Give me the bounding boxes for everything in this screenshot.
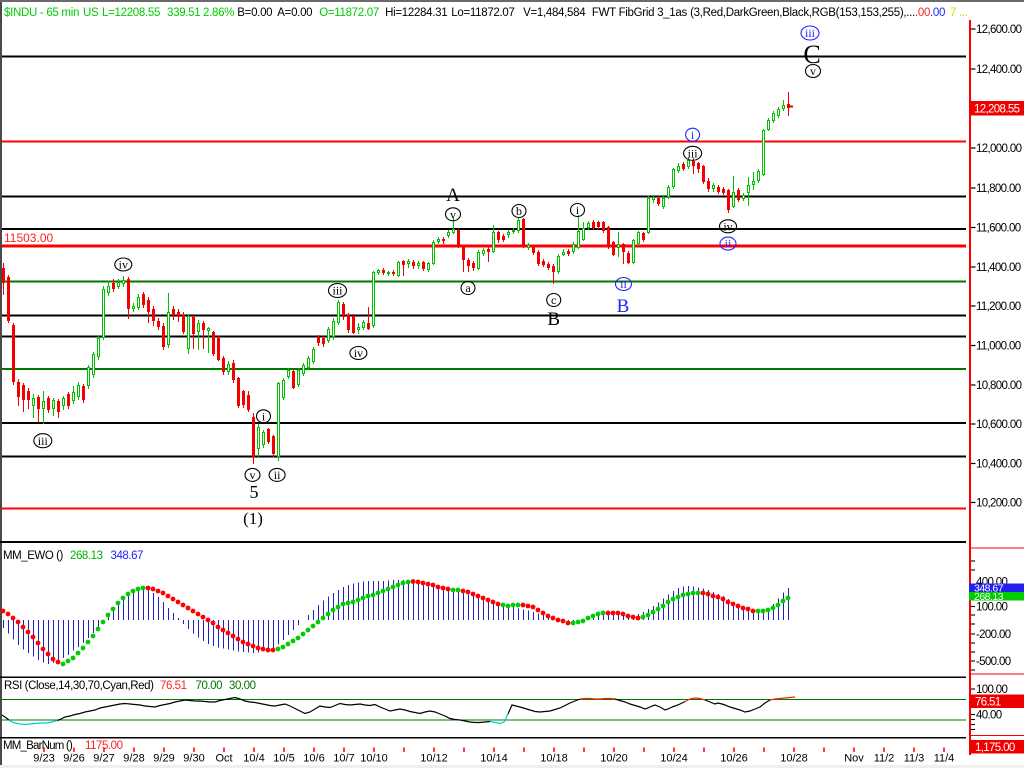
svg-text:40.00: 40.00 xyxy=(976,710,1002,722)
svg-text:11,000.00: 11,000.00 xyxy=(976,341,1021,353)
svg-text:$INDU - 65 min: $INDU - 65 min xyxy=(4,7,79,19)
svg-text:V=1,484,584: V=1,484,584 xyxy=(523,7,586,19)
svg-text:339.51: 339.51 xyxy=(167,7,200,19)
svg-text:.00: .00 xyxy=(930,7,945,19)
svg-text:Lo=11872.07: Lo=11872.07 xyxy=(451,7,514,19)
svg-text:Hi=12284.31: Hi=12284.31 xyxy=(385,7,447,19)
svg-text:C: C xyxy=(803,40,820,69)
svg-text:1,175.00: 1,175.00 xyxy=(975,742,1015,754)
svg-text:a: a xyxy=(465,281,471,295)
svg-text:.00: .00 xyxy=(915,7,930,19)
svg-text:268.13: 268.13 xyxy=(70,550,103,562)
svg-text:iii: iii xyxy=(38,434,49,448)
svg-text:10/5: 10/5 xyxy=(273,753,294,765)
svg-text:10/26: 10/26 xyxy=(720,753,748,765)
svg-text:9/29: 9/29 xyxy=(153,753,174,765)
svg-text:10/28: 10/28 xyxy=(780,753,808,765)
svg-text:11503.00: 11503.00 xyxy=(4,231,53,245)
svg-text:100.00: 100.00 xyxy=(976,602,1008,614)
svg-text:(1): (1) xyxy=(243,509,263,528)
svg-text:11/3: 11/3 xyxy=(904,753,925,765)
svg-text:v: v xyxy=(450,207,456,221)
svg-text:30.00: 30.00 xyxy=(229,680,256,692)
svg-text:100.00: 100.00 xyxy=(976,684,1008,696)
svg-text:10/7: 10/7 xyxy=(333,753,354,765)
svg-text:10/12: 10/12 xyxy=(420,753,448,765)
svg-text:O=11872.07: O=11872.07 xyxy=(319,7,379,19)
svg-text:76.51: 76.51 xyxy=(975,697,1001,709)
svg-text:MM_EWO (): MM_EWO () xyxy=(3,550,63,562)
svg-text:12,208.55: 12,208.55 xyxy=(974,104,1020,116)
svg-text:10/4: 10/4 xyxy=(243,753,264,765)
svg-text:9/28: 9/28 xyxy=(123,753,144,765)
svg-text:c: c xyxy=(551,293,556,307)
svg-text:10/24: 10/24 xyxy=(660,753,688,765)
svg-text:L=12208.55: L=12208.55 xyxy=(102,7,160,19)
svg-text:10,400.00: 10,400.00 xyxy=(976,459,1022,471)
svg-text:i: i xyxy=(691,128,695,142)
svg-text:11,600.00: 11,600.00 xyxy=(976,223,1021,235)
svg-text:9/26: 9/26 xyxy=(63,753,84,765)
svg-text:b: b xyxy=(516,204,522,218)
svg-text:ii: ii xyxy=(620,277,627,291)
svg-text:11,800.00: 11,800.00 xyxy=(976,183,1021,195)
svg-text:5: 5 xyxy=(250,482,259,502)
svg-text:iv: iv xyxy=(354,346,363,360)
svg-text:iii: iii xyxy=(332,284,343,298)
svg-text:Oct: Oct xyxy=(215,753,232,765)
svg-text:v: v xyxy=(250,468,256,482)
svg-text:9/30: 9/30 xyxy=(183,753,204,765)
svg-text:7 ...: 7 ... xyxy=(950,7,968,19)
svg-text:348.67: 348.67 xyxy=(974,583,1004,595)
svg-text:11,200.00: 11,200.00 xyxy=(976,301,1021,313)
svg-text:12,000.00: 12,000.00 xyxy=(976,143,1022,155)
svg-text:MM_BarNum (): MM_BarNum () xyxy=(3,740,73,752)
svg-text:v: v xyxy=(810,64,816,78)
svg-text:B=0.00: B=0.00 xyxy=(237,7,272,19)
svg-text:A=0.00: A=0.00 xyxy=(277,7,312,19)
svg-text:B: B xyxy=(617,296,630,317)
svg-text:10/6: 10/6 xyxy=(303,753,324,765)
svg-text:i: i xyxy=(262,409,266,423)
svg-text:10/20: 10/20 xyxy=(600,753,628,765)
svg-text:1175.00: 1175.00 xyxy=(85,740,123,752)
svg-text:-500.00: -500.00 xyxy=(976,656,1011,668)
svg-text:10,800.00: 10,800.00 xyxy=(976,380,1022,392)
svg-text:RSI (Close,14,30,70,Cyan,Red): RSI (Close,14,30,70,Cyan,Red) xyxy=(4,680,154,692)
svg-text:12,600.00: 12,600.00 xyxy=(976,24,1022,36)
svg-text:10/10: 10/10 xyxy=(360,753,388,765)
svg-text:Nov: Nov xyxy=(844,753,864,765)
svg-text:(3,Red,DarkGreen,Black,RGB(153: (3,Red,DarkGreen,Black,RGB(153,153,255),… xyxy=(690,7,915,19)
svg-text:10,200.00: 10,200.00 xyxy=(976,498,1022,510)
svg-text:2.86%: 2.86% xyxy=(203,7,234,19)
svg-text:iii: iii xyxy=(805,26,816,40)
svg-text:70.00: 70.00 xyxy=(196,680,223,692)
svg-text:iv: iv xyxy=(723,219,732,233)
svg-text:-200.00: -200.00 xyxy=(976,629,1011,641)
svg-text:10,600.00: 10,600.00 xyxy=(976,419,1022,431)
svg-text:11/2: 11/2 xyxy=(874,753,895,765)
svg-text:268.13: 268.13 xyxy=(974,591,1004,603)
svg-text:10/18: 10/18 xyxy=(540,753,568,765)
svg-text:ii: ii xyxy=(725,237,732,251)
svg-text:A: A xyxy=(446,185,460,206)
svg-text:11/4: 11/4 xyxy=(934,753,955,765)
svg-text:12,400.00: 12,400.00 xyxy=(976,64,1022,76)
svg-text:10/14: 10/14 xyxy=(480,753,508,765)
svg-text:348.67: 348.67 xyxy=(111,550,144,562)
svg-text:9/23: 9/23 xyxy=(33,753,54,765)
svg-text:iii: iii xyxy=(688,146,699,160)
svg-text:i: i xyxy=(576,203,580,217)
svg-text:ii: ii xyxy=(274,468,281,482)
svg-text:11,400.00: 11,400.00 xyxy=(976,262,1021,274)
svg-text:iv: iv xyxy=(119,258,128,272)
svg-text:US: US xyxy=(83,7,99,19)
svg-text:9/27: 9/27 xyxy=(93,753,114,765)
svg-text:76.51: 76.51 xyxy=(160,680,187,692)
svg-text:B: B xyxy=(547,309,560,330)
svg-text:FWT FibGrid 3_1as: FWT FibGrid 3_1as xyxy=(592,7,688,19)
